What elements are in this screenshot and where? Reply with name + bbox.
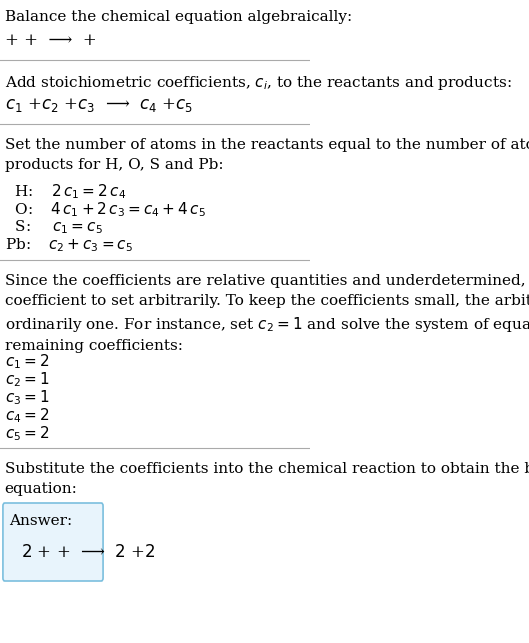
Text: Set the number of atoms in the reactants equal to the number of atoms in the
pro: Set the number of atoms in the reactants…: [5, 138, 529, 172]
Text: S: $\;\;\;$ $c_1 = c_5$: S: $\;\;\;$ $c_1 = c_5$: [5, 218, 103, 236]
Text: $c_1 = 2$: $c_1 = 2$: [5, 352, 49, 371]
Text: $2$ + +  ⟶  $2$ +$2$: $2$ + + ⟶ $2$ +$2$: [21, 544, 156, 561]
Text: $c_2 = 1$: $c_2 = 1$: [5, 370, 49, 389]
Text: H: $\;\;$ $2\,c_1 = 2\,c_4$: H: $\;\;$ $2\,c_1 = 2\,c_4$: [5, 182, 126, 201]
Text: $c_5 = 2$: $c_5 = 2$: [5, 424, 49, 442]
Text: $c_1$ +$c_2$ +$c_3$  ⟶  $c_4$ +$c_5$: $c_1$ +$c_2$ +$c_3$ ⟶ $c_4$ +$c_5$: [5, 96, 193, 114]
Text: $c_3 = 1$: $c_3 = 1$: [5, 388, 49, 407]
Text: Pb: $\;\;$ $c_2 + c_3 = c_5$: Pb: $\;\;$ $c_2 + c_3 = c_5$: [5, 236, 133, 254]
Text: $c_4 = 2$: $c_4 = 2$: [5, 406, 49, 424]
Text: Substitute the coefficients into the chemical reaction to obtain the balanced
eq: Substitute the coefficients into the che…: [5, 462, 529, 496]
Text: + +  ⟶  +: + + ⟶ +: [5, 32, 96, 49]
Text: Answer:: Answer:: [10, 514, 72, 528]
Text: Since the coefficients are relative quantities and underdetermined, choose a
coe: Since the coefficients are relative quan…: [5, 274, 529, 353]
FancyBboxPatch shape: [3, 503, 103, 581]
Text: O: $\;\;$ $4\,c_1 + 2\,c_3 = c_4 + 4\,c_5$: O: $\;\;$ $4\,c_1 + 2\,c_3 = c_4 + 4\,c_…: [5, 200, 206, 219]
Text: Balance the chemical equation algebraically:: Balance the chemical equation algebraica…: [5, 10, 352, 24]
Text: Add stoichiometric coefficients, $c_i$, to the reactants and products:: Add stoichiometric coefficients, $c_i$, …: [5, 74, 512, 92]
